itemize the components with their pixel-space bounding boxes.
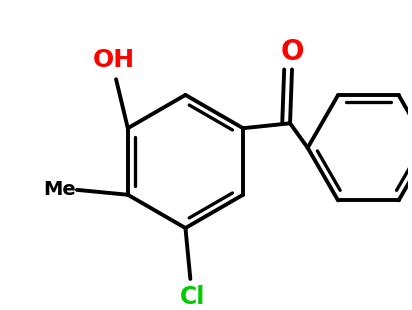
- Text: Me: Me: [43, 180, 76, 199]
- Text: OH: OH: [93, 48, 135, 72]
- Text: O: O: [280, 38, 304, 66]
- Text: Cl: Cl: [180, 285, 205, 308]
